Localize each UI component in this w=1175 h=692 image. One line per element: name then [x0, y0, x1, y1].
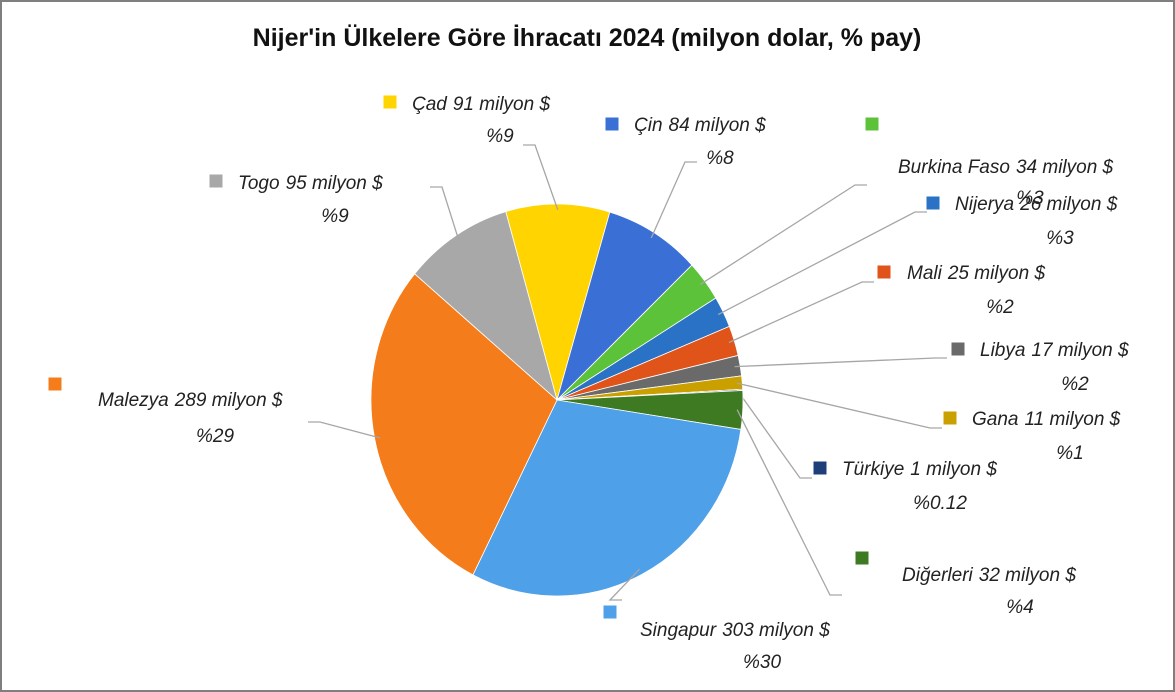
legend-key	[854, 550, 870, 566]
category-label: Togo	[238, 173, 280, 194]
legend-key	[864, 116, 880, 132]
value-label: 34 milyon $	[1016, 157, 1114, 178]
category-label: Mali	[907, 263, 943, 284]
leader-line	[523, 144, 559, 211]
chart-title: Nijer'in Ülkelere Göre İhracatı 2024 (mi…	[253, 23, 922, 52]
share-label: %9	[486, 126, 514, 147]
data-label: Çad 91 milyon $	[412, 94, 550, 115]
legend-key	[925, 195, 941, 211]
data-label: Nijerya 26 milyon $	[955, 194, 1118, 215]
legend-key	[950, 341, 966, 357]
category-label: Malezya	[98, 390, 169, 411]
value-label: 17 milyon $	[1031, 340, 1129, 361]
share-label: %9	[321, 206, 349, 227]
leader-line	[430, 186, 460, 241]
value-label: 25 milyon $	[947, 263, 1046, 284]
pie-slice	[370, 273, 558, 576]
legend-key	[382, 94, 398, 110]
share-label: %3	[1016, 188, 1044, 209]
category-label: Çin	[634, 115, 663, 136]
leader-line	[734, 357, 947, 368]
legend-key	[812, 460, 828, 476]
data-label: Mali 25 milyon $	[907, 263, 1045, 284]
value-label: 32 milyon $	[979, 565, 1077, 586]
data-label: Singapur 303 milyon $	[640, 620, 830, 641]
category-label: Singapur	[640, 620, 717, 641]
share-label: %3	[1046, 228, 1074, 249]
data-label: Libya 17 milyon $	[980, 340, 1129, 361]
legend-key	[604, 116, 620, 132]
legend-key	[876, 264, 892, 280]
leader-line	[717, 211, 927, 316]
value-label: 11 milyon $	[1024, 409, 1120, 430]
legend-key	[602, 604, 618, 620]
share-label: %4	[1006, 597, 1033, 618]
leader-line	[650, 161, 697, 239]
category-label: Türkiye	[842, 459, 904, 480]
data-label: Malezya 289 milyon $	[98, 390, 283, 411]
share-label: %0.12	[913, 493, 967, 514]
share-label: %1	[1056, 443, 1083, 464]
data-label: Türkiye 1 milyon $	[842, 459, 997, 480]
pie-slice	[505, 203, 611, 402]
legend-key	[942, 410, 958, 426]
leader-line	[699, 184, 867, 285]
category-label: Nijerya	[955, 194, 1014, 215]
pie-slice	[472, 399, 742, 597]
share-label: %2	[986, 297, 1014, 318]
value-label: 95 milyon $	[286, 173, 384, 194]
leader-line	[308, 421, 381, 439]
value-label: 84 milyon $	[669, 115, 767, 136]
data-label: Diğerleri 32 milyon $	[902, 565, 1076, 586]
legend-key	[47, 376, 63, 392]
leader-line	[736, 389, 812, 479]
data-label: Burkina Faso 34 milyon $	[898, 157, 1114, 178]
leader-line	[728, 281, 874, 344]
category-label: Libya	[980, 340, 1025, 361]
value-label: 91 milyon $	[453, 94, 551, 115]
category-label: Çad	[412, 94, 448, 115]
leader-line	[736, 382, 942, 429]
share-label: %29	[196, 426, 234, 447]
category-label: Diğerleri	[902, 565, 974, 586]
legend-key	[208, 173, 224, 189]
share-label: %2	[1061, 374, 1089, 395]
pie-slice	[414, 211, 558, 402]
share-label: %30	[743, 652, 781, 673]
category-label: Gana	[972, 409, 1018, 430]
data-label: Çin 84 milyon $	[634, 115, 766, 136]
data-label: Gana 11 milyon $	[972, 409, 1121, 430]
value-label: 289 milyon $	[174, 390, 283, 411]
leader-line	[608, 568, 641, 601]
value-label: 26 milyon $	[1019, 194, 1118, 215]
value-label: 303 milyon $	[722, 620, 830, 641]
share-label: %8	[706, 148, 734, 169]
category-label: Burkina Faso	[898, 157, 1010, 178]
data-label: Togo 95 milyon $	[238, 173, 383, 194]
leader-line	[736, 409, 842, 596]
value-label: 1 milyon $	[910, 459, 997, 480]
